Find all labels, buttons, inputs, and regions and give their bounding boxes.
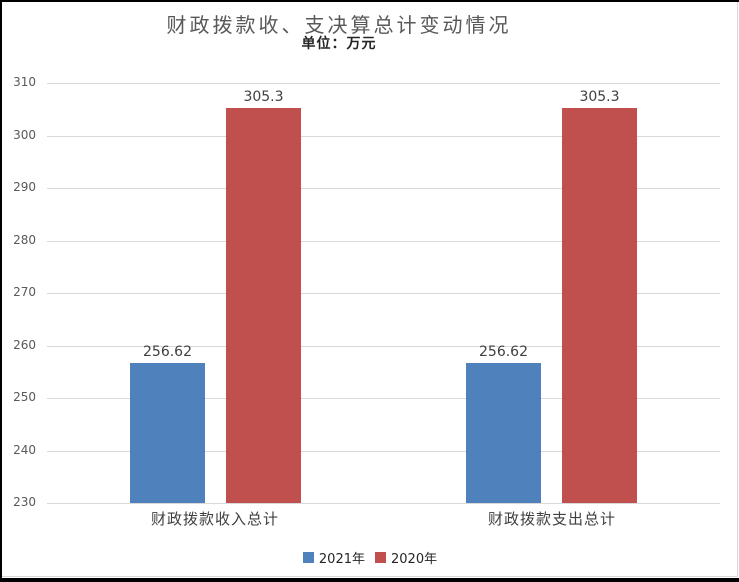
legend-label: 2020年 [391,552,438,567]
legend: 2021年 2020年 [2,548,738,567]
gridline [47,188,720,189]
bar-value-label: 305.3 [243,89,284,105]
gridline [47,398,720,399]
gridline [47,503,720,504]
category-label: 财政拨款收入总计 [150,510,279,528]
legend-swatch-2021年 [302,552,314,563]
legend-item: 2021年 [302,548,365,567]
gridline [47,136,720,137]
y-axis-tick-label: 310 [13,75,36,89]
gridline [47,451,720,452]
bar-value-label: 256.62 [143,344,192,360]
legend-label: 2021年 [318,552,365,567]
gridline [47,241,720,242]
bar-value-label: 256.62 [479,344,528,360]
gridline [47,293,720,294]
gridline [47,83,720,84]
y-axis-tick-label: 270 [13,285,36,299]
gridline [47,346,720,347]
bar-2020年 [226,108,301,503]
category-label: 财政拨款支出总计 [487,510,616,528]
chart-title: 财政拨款收、支决算总计变动情况 [166,13,512,37]
bar-value-label: 305.3 [579,89,620,105]
y-axis-tick-label: 240 [13,443,36,457]
y-axis-tick-label: 250 [13,390,36,404]
y-axis-tick-label: 280 [13,233,36,247]
y-axis-tick-label: 290 [13,180,36,194]
legend-item: 2020年 [375,548,437,567]
y-axis-tick-label: 230 [13,495,36,509]
bar-2021年 [466,363,541,503]
y-axis-tick-label: 260 [13,338,36,352]
bar-2020年 [562,108,637,503]
y-axis-tick-label: 300 [13,128,36,142]
chart-subtitle: 单位：万元 [301,36,377,52]
bar-2021年 [130,363,205,503]
legend-swatch-2020年 [375,552,386,563]
